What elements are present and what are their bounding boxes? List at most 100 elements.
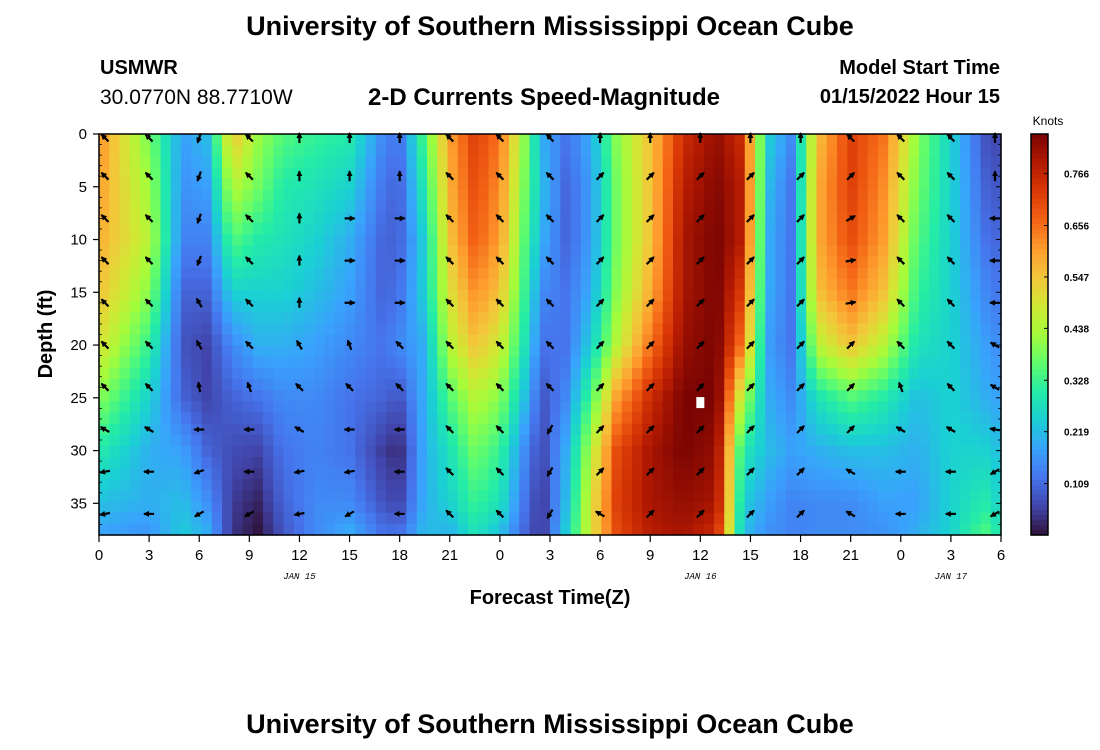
heatmap-cell — [714, 134, 725, 146]
plot-subtitle: 2-D Currents Speed-Magnitude — [368, 84, 721, 111]
heatmap-cell — [908, 189, 920, 202]
heatmap-cell — [570, 334, 582, 347]
heatmap-cell — [170, 211, 182, 224]
heatmap-cell — [939, 267, 951, 280]
heatmap-cell — [519, 512, 531, 525]
x-axis-label: Forecast Time(Z) — [470, 587, 631, 609]
heatmap-cell — [560, 445, 572, 458]
station-name: USMWR — [100, 57, 178, 79]
heatmap-cell — [673, 367, 684, 380]
heatmap-cell — [170, 390, 182, 402]
heatmap-cell — [806, 267, 818, 280]
heatmap-cell — [129, 390, 141, 402]
heatmap-cell — [129, 200, 141, 213]
heatmap-cell — [980, 178, 992, 191]
heatmap-cell — [898, 457, 910, 469]
heatmap-cell — [703, 356, 715, 369]
heatmap-cell — [181, 379, 192, 391]
heatmap-cell — [129, 267, 141, 280]
heatmap-cell — [386, 245, 397, 258]
heatmap-cell — [642, 512, 654, 525]
heatmap-cell — [150, 412, 162, 425]
heatmap-cell — [878, 457, 889, 469]
current-vector — [895, 426, 906, 433]
colorbar-segment — [1031, 214, 1048, 220]
heatmap-cell — [232, 167, 244, 180]
heatmap-cell — [129, 301, 141, 313]
heatmap-cell — [99, 178, 110, 191]
heatmap-cell — [560, 434, 572, 447]
heatmap-cell — [345, 323, 356, 336]
heatmap-cell — [652, 412, 664, 425]
heatmap-cell — [488, 167, 500, 180]
heatmap-cell — [714, 301, 725, 313]
heatmap-cell — [714, 312, 725, 324]
heatmap-cell — [160, 200, 172, 213]
heatmap-cell — [826, 323, 838, 336]
heatmap-cell — [591, 256, 602, 269]
heatmap-cell — [744, 267, 756, 280]
heatmap-cell — [734, 501, 746, 514]
x-tick-label: 12 — [291, 547, 308, 564]
heatmap-cell — [314, 490, 326, 503]
x-tick-label: 12 — [692, 547, 709, 564]
heatmap-cell — [334, 189, 346, 202]
current-vector — [946, 214, 956, 223]
heatmap-cell — [263, 468, 274, 480]
heatmap-cell — [755, 134, 766, 146]
heatmap-cell — [181, 512, 192, 525]
heatmap-cell — [222, 245, 233, 258]
heatmap-cell — [816, 490, 828, 503]
heatmap-cell — [488, 445, 500, 458]
heatmap-cell — [949, 390, 961, 402]
heatmap-cell — [99, 345, 110, 358]
heatmap-cell — [980, 312, 992, 324]
current-vector — [645, 425, 655, 434]
heatmap-cell — [744, 412, 756, 425]
heatmap-cell — [662, 167, 674, 180]
colorbar-segment — [1031, 199, 1048, 205]
heatmap-cell — [703, 134, 715, 146]
heatmap-cell — [478, 501, 490, 514]
heatmap-cell — [457, 367, 469, 380]
heatmap-cell — [816, 223, 828, 235]
heatmap-cell — [150, 256, 162, 269]
heatmap-cell — [621, 145, 633, 157]
current-vector — [293, 510, 305, 517]
heatmap-cell — [560, 390, 572, 402]
heatmap-cell — [375, 234, 387, 246]
heatmap-cell — [375, 523, 387, 536]
heatmap-cell — [345, 434, 356, 447]
heatmap-cell — [478, 167, 490, 180]
heatmap-cell — [324, 512, 336, 525]
heatmap-cell — [324, 345, 336, 358]
heatmap-cell — [539, 245, 551, 258]
heatmap-cell — [785, 301, 797, 313]
current-vector — [696, 298, 705, 308]
heatmap-cell — [488, 401, 500, 414]
heatmap-cell — [867, 356, 879, 369]
heatmap-cell — [437, 200, 449, 213]
heatmap-cell — [529, 211, 541, 224]
heatmap-cell — [181, 457, 192, 469]
heatmap-cell — [847, 445, 859, 458]
heatmap-cell — [878, 367, 889, 380]
heatmap-cell — [201, 434, 213, 447]
heatmap-cell — [960, 200, 971, 213]
heatmap-cell — [775, 211, 787, 224]
heatmap-cell — [939, 345, 951, 358]
heatmap-cell — [150, 323, 162, 336]
heatmap-cell — [693, 412, 705, 425]
heatmap-cell — [509, 367, 520, 380]
heatmap-cell — [416, 468, 428, 480]
x-tick-label: 0 — [95, 547, 103, 564]
heatmap-cell — [785, 134, 797, 146]
heatmap-cell — [990, 267, 1002, 280]
heatmap-cell — [396, 145, 408, 157]
heatmap-cell — [539, 234, 551, 246]
heatmap-cell — [744, 401, 756, 414]
heatmap-cell — [908, 501, 920, 514]
heatmap-cell — [242, 234, 254, 246]
heatmap-cell — [498, 189, 510, 202]
heatmap-cell — [703, 245, 715, 258]
